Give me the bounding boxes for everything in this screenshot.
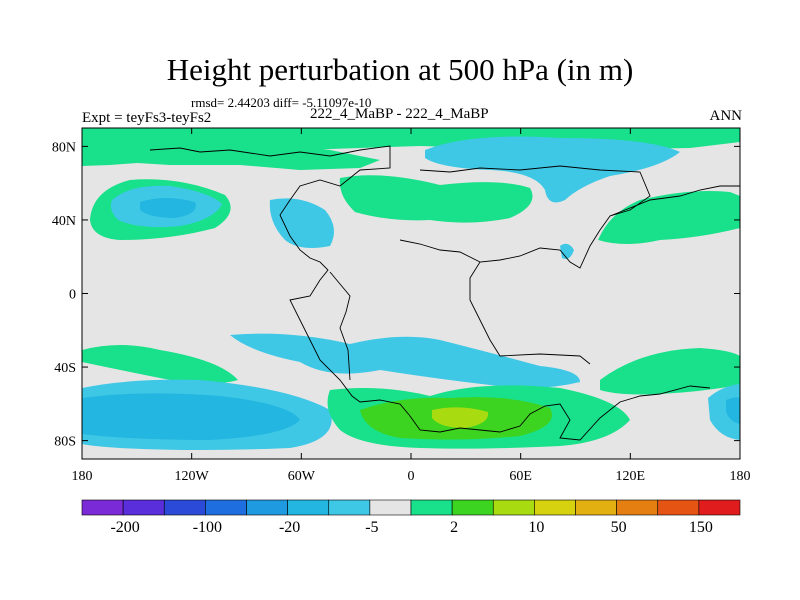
- map-field: [82, 128, 740, 459]
- colorbar-swatch: [163, 499, 206, 516]
- colorbar-swatch: [698, 499, 741, 516]
- sh-negative-east-core: [726, 397, 740, 424]
- sh-negative-west-core: [82, 393, 300, 440]
- colorbar-swatch: [205, 499, 247, 516]
- midlat-positive-asia: [598, 191, 740, 244]
- sh-positive-east-max: [432, 407, 489, 428]
- north-pacific-negative-core: [140, 198, 196, 218]
- colorbar-label: -200: [110, 519, 139, 536]
- x-tick-label: 60W: [288, 469, 316, 484]
- arctic-positive-left: [82, 136, 380, 170]
- south-indian-positive: [600, 348, 740, 395]
- asia-small-negative: [560, 243, 574, 259]
- colorbar-swatch: [287, 499, 330, 516]
- colorbar-swatch: [534, 499, 576, 516]
- colorbar-swatch: [81, 499, 124, 516]
- chart-subtitle: 222_4_MaBP - 222_4_MaBP: [310, 106, 489, 122]
- x-tick-label: 120W: [175, 469, 210, 484]
- colorbar-swatch: [328, 499, 371, 516]
- north-america-negative: [269, 198, 334, 248]
- colorbar-swatch: [451, 499, 494, 516]
- colorbar-label: 50: [611, 519, 627, 536]
- y-tick-label: 80N: [52, 140, 76, 155]
- colorbar-swatch: [575, 499, 617, 516]
- colorbar-swatch: [410, 499, 453, 516]
- y-tick-label: 40S: [54, 361, 76, 376]
- colorbar-swatch: [246, 499, 288, 516]
- y-tick-label: 0: [69, 288, 76, 303]
- colorbar-swatch: [122, 499, 165, 516]
- x-tick-label: 180: [72, 469, 93, 484]
- colorbar-label: 2: [450, 519, 458, 536]
- y-tick-label: 80S: [54, 435, 76, 450]
- south-pacific-positive-west: [82, 345, 238, 384]
- colorbar-swatch: [369, 499, 412, 516]
- colorbar-swatch: [616, 499, 659, 516]
- colorbar: -200 -100 -20 -5 2 10 50 150: [81, 499, 741, 536]
- midlat-positive-europe: [339, 175, 533, 223]
- colorbar-swatch: [657, 499, 700, 516]
- x-tick-label: 120E: [616, 469, 646, 484]
- colorbar-label: 10: [528, 519, 544, 536]
- x-tick-label: 60E: [509, 469, 532, 484]
- season-label: ANN: [709, 108, 743, 124]
- colorbar-label: -5: [365, 519, 378, 536]
- arctic-positive-region: [82, 128, 740, 166]
- coastlines: [149, 145, 740, 441]
- experiment-label: Expt = teyFs3-teyFs2: [82, 110, 212, 126]
- chart-title: Height perturbation at 500 hPa (in m): [166, 52, 634, 87]
- eurasia-negative-region: [425, 136, 680, 203]
- colorbar-swatch: [492, 499, 535, 516]
- stats-text: rmsd= 2.44203 diff= -5.11097e-10: [191, 95, 372, 110]
- colorbar-label: -100: [193, 519, 222, 536]
- axes: 180 120W 60W 0 60E 120E 180 80N 40N 0 40S 80S: [52, 128, 751, 484]
- x-tick-label: 0: [408, 469, 415, 484]
- y-tick-label: 40N: [52, 214, 76, 229]
- x-tick-label: 180: [730, 469, 751, 484]
- colorbar-label: -20: [279, 519, 300, 536]
- colorbar-label: 150: [689, 519, 713, 536]
- south-atlantic-negative: [230, 333, 580, 388]
